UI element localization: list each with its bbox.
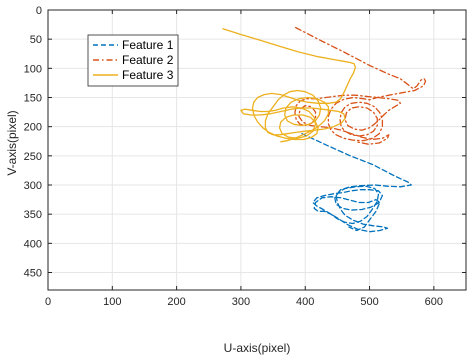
y-axis-title: V-axis(pixel) xyxy=(5,110,19,175)
y-tick-label: 400 xyxy=(24,238,42,250)
series-line-feature-1 xyxy=(301,133,412,233)
legend-label-feature-3: Feature 3 xyxy=(122,68,174,82)
x-tick-label: 300 xyxy=(232,296,250,308)
x-tick-label: 100 xyxy=(103,296,121,308)
y-tick-label: 200 xyxy=(24,122,42,134)
y-tick-label: 100 xyxy=(24,63,42,75)
series-line-feature-2 xyxy=(294,26,427,145)
axes-box xyxy=(47,9,467,291)
y-tick-label: 50 xyxy=(30,34,42,46)
y-tick-label: 250 xyxy=(24,151,42,163)
y-tick-label: 300 xyxy=(24,180,42,192)
y-tick-label: 0 xyxy=(36,5,42,17)
y-tick-label: 450 xyxy=(24,268,42,280)
y-tick-label: 350 xyxy=(24,209,42,221)
x-axis-title: U-axis(pixel) xyxy=(224,341,291,355)
series-line-feature-3 xyxy=(222,28,357,143)
y-tick-label: 150 xyxy=(24,93,42,105)
x-tick-label: 400 xyxy=(296,296,314,308)
x-tick-label: 200 xyxy=(167,296,185,308)
legend-label-feature-2: Feature 2 xyxy=(122,53,174,67)
legend-label-feature-1: Feature 1 xyxy=(122,38,174,52)
x-tick-label: 600 xyxy=(425,296,443,308)
x-tick-label: 0 xyxy=(45,296,51,308)
axes-layer: 0 100 200 300 400 500 600 0 50 100 150 200 250 300 350… xyxy=(24,5,467,308)
x-tick-label: 500 xyxy=(360,296,378,308)
series-layer xyxy=(222,26,427,233)
